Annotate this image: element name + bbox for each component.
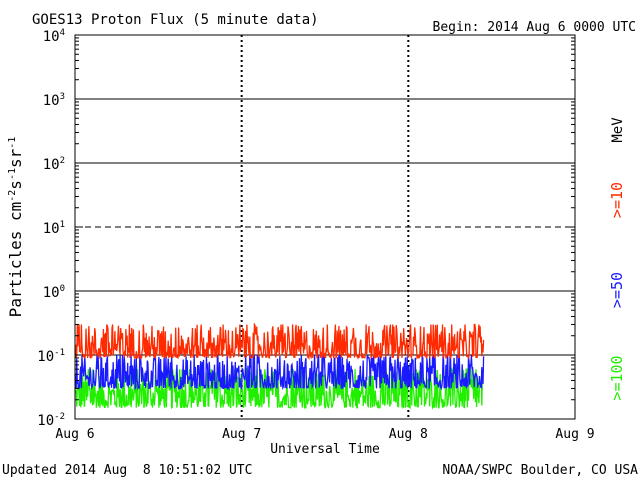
legend-label: >=50 [608,272,626,308]
grid-lines [75,98,575,356]
legend-unit-label: MeV [610,117,626,143]
x-tick-label: Aug 6 [55,427,94,442]
y-tick-label: 100 [43,284,65,301]
x-tick-labels: Aug 6 Aug 7 Aug 8 Aug 9 [55,427,594,442]
y-tick-label: 104 [43,28,65,45]
x-tick-label: Aug 7 [222,427,261,442]
legend-label: >=100 [608,355,626,400]
y-tick-labels: 10-2 10-1 100 101 102 103 104 [37,28,575,429]
chart-title: GOES13 Proton Flux (5 minute data) [32,12,319,28]
y-tick-label: 103 [43,92,65,109]
footer-updated: Updated 2014 Aug 8 10:51:02 UTC [2,463,252,478]
y-axis-label-base: Particles cm [6,202,25,318]
y-tick-label: 10-1 [37,348,65,365]
footer-credit: NOAA/SWPC Boulder, CO USA [442,463,638,478]
y-tick-label: 102 [43,156,65,173]
series-line [74,354,485,391]
series-layer [74,322,485,410]
energy-legend: >=10 >=50 >=100 MeV [608,117,626,401]
series-line [74,322,485,361]
y-tick-label: 10-2 [37,412,65,429]
legend-label: >=10 [608,182,626,218]
y-axis-label: Particles cm-2s-1sr-1 [6,137,25,318]
begin-label: Begin: 2014 Aug 6 0000 UTC [433,20,637,35]
y-tick-label: 101 [43,220,65,237]
x-tick-label: Aug 8 [389,427,428,442]
x-tick-label: Aug 9 [555,427,594,442]
x-axis-label: Universal Time [270,442,380,457]
